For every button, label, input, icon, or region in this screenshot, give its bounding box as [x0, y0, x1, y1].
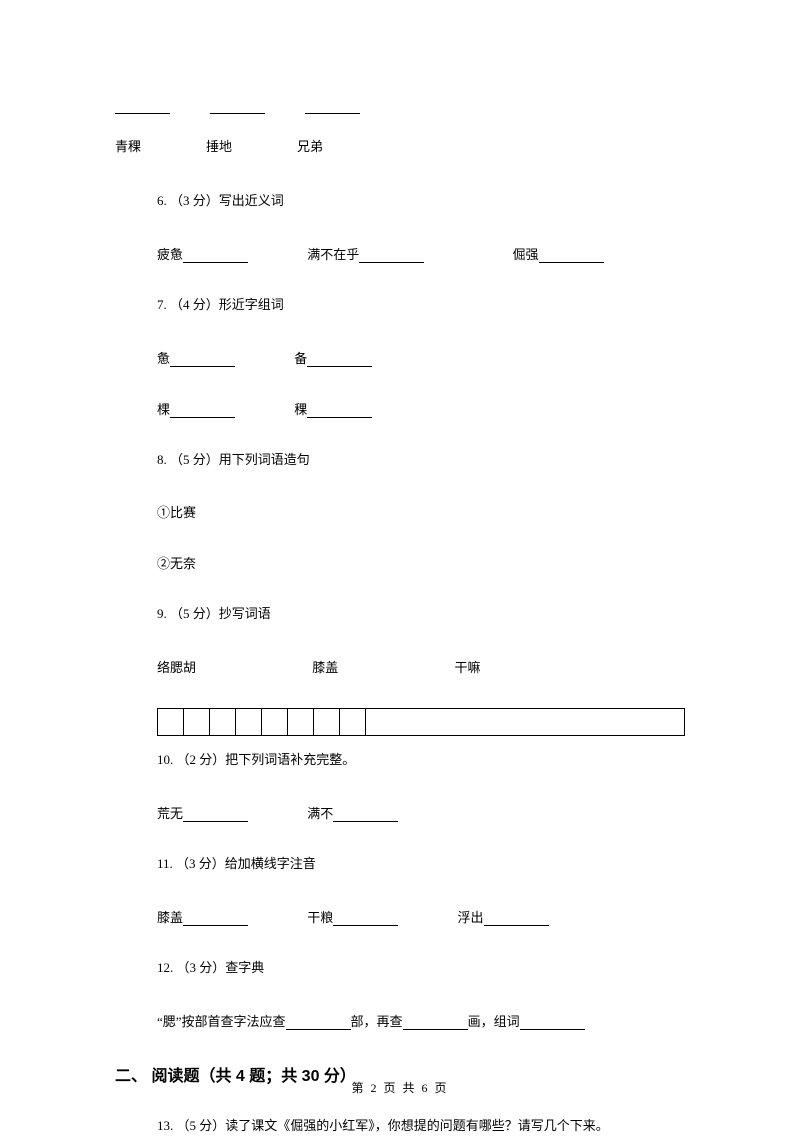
- item: 荒无: [157, 806, 183, 821]
- item: 膝盖: [312, 660, 338, 675]
- word: 青稞: [115, 136, 141, 155]
- blank[interactable]: [403, 1016, 468, 1030]
- question-6-items: 疲惫 满不在乎 倔强: [157, 244, 685, 263]
- item: 稞: [294, 402, 307, 417]
- text: 部，再查: [351, 1014, 403, 1029]
- item: 疲惫: [157, 247, 183, 262]
- question-7: 7. （4 分）形近字组词: [157, 295, 685, 316]
- copy-box-grid[interactable]: [157, 708, 685, 736]
- blank[interactable]: [333, 808, 398, 822]
- question-7-row2: 棵 稞: [157, 399, 685, 418]
- blank[interactable]: [305, 100, 360, 114]
- top-blank-row: [115, 100, 685, 114]
- question-7-row1: 惫 备: [157, 348, 685, 367]
- question-12-text: “腮”按部首查字法应查 部，再查 画，组词: [157, 1011, 685, 1030]
- word: 捶地: [206, 136, 232, 155]
- blank[interactable]: [333, 912, 398, 926]
- item: 络腮胡: [157, 660, 196, 675]
- blank[interactable]: [520, 1016, 585, 1030]
- blank[interactable]: [170, 353, 235, 367]
- blank[interactable]: [210, 100, 265, 114]
- question-13: 13. （5 分）读了课文《倔强的小红军》，你想提的问题有哪些？请写几个下来。: [157, 1116, 685, 1136]
- blank[interactable]: [183, 808, 248, 822]
- question-11-items: 膝盖 干粮 浮出: [157, 907, 685, 926]
- blank[interactable]: [484, 912, 549, 926]
- page-footer: 第 2 页 共 6 页: [0, 1079, 800, 1096]
- word-row: 青稞 捶地 兄弟: [115, 136, 685, 155]
- blank[interactable]: [307, 353, 372, 367]
- question-12: 12. （3 分）查字典: [157, 958, 685, 979]
- blank[interactable]: [307, 404, 372, 418]
- item: 备: [294, 351, 307, 366]
- word: 兄弟: [297, 136, 323, 155]
- item: 干嘛: [455, 660, 481, 675]
- question-8-item1: ①比赛: [157, 502, 685, 521]
- blank[interactable]: [539, 249, 604, 263]
- question-10: 10. （2 分）把下列词语补充完整。: [157, 750, 685, 771]
- question-6: 6. （3 分）写出近义词: [157, 191, 685, 212]
- question-8: 8. （5 分）用下列词语造句: [157, 450, 685, 471]
- question-10-items: 荒无 满不: [157, 803, 685, 822]
- item: 干粮: [307, 910, 333, 925]
- question-9-items: 络腮胡 膝盖 干嘛: [157, 657, 685, 676]
- blank[interactable]: [183, 249, 248, 263]
- blank[interactable]: [115, 100, 170, 114]
- blank[interactable]: [359, 249, 424, 263]
- item: 浮出: [458, 910, 484, 925]
- blank[interactable]: [170, 404, 235, 418]
- item: 满不在乎: [307, 247, 359, 262]
- question-8-item2: ②无奈: [157, 553, 685, 572]
- item: 棵: [157, 402, 170, 417]
- question-9: 9. （5 分）抄写词语: [157, 604, 685, 625]
- item: 倔强: [513, 247, 539, 262]
- text: 画，组词: [468, 1014, 520, 1029]
- item: 膝盖: [157, 910, 183, 925]
- question-11: 11. （3 分）给加横线字注音: [157, 854, 685, 875]
- item: 惫: [157, 351, 170, 366]
- text: “腮”按部首查字法应查: [157, 1014, 286, 1029]
- item: 满不: [307, 806, 333, 821]
- blank[interactable]: [183, 912, 248, 926]
- blank[interactable]: [286, 1016, 351, 1030]
